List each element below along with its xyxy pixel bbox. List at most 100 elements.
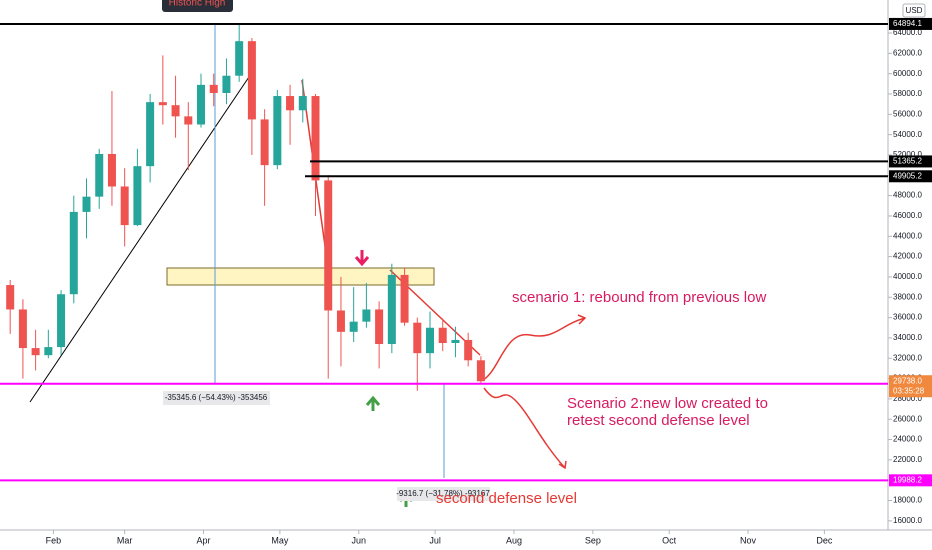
level-label: 19988.2 [893, 475, 922, 484]
annotation: Scenario 2:new low created to [567, 395, 768, 412]
y-tick-label: 58000.0 [893, 89, 922, 98]
y-tick-label: 38000.0 [893, 292, 922, 301]
x-tick-label: Oct [662, 535, 677, 545]
callout-box [162, 0, 233, 12]
level-label-box [889, 474, 932, 487]
candle-body [273, 96, 282, 166]
y-tick-label: 18000.0 [893, 496, 922, 505]
candle-body [95, 153, 104, 197]
candle-body [298, 96, 307, 111]
y-tick-label: 28000.0 [893, 394, 922, 403]
y-tick-label: 26000.0 [893, 414, 922, 423]
y-tick-label: 16000.0 [893, 516, 922, 525]
countdown: 03:35:28 [893, 386, 925, 395]
level-label: 49905.2 [893, 171, 922, 180]
y-tick-label: 34000.0 [893, 333, 922, 342]
candle-body [209, 84, 218, 93]
x-tick-label: May [271, 535, 289, 545]
y-tick-label: 64000.0 [893, 28, 922, 37]
y-tick-label: 24000.0 [893, 435, 922, 444]
down-arrow-icon [354, 250, 370, 267]
level-label: 64894.1 [893, 19, 922, 28]
candle-body [6, 285, 15, 310]
candle-body [235, 41, 244, 76]
candle-body [311, 96, 320, 181]
candle-body [464, 339, 473, 361]
candle-body [413, 322, 422, 354]
x-tick-label: Feb [46, 535, 62, 545]
last-price-box [889, 375, 932, 398]
annotation: retest second defense level [567, 412, 750, 429]
arrow-head [558, 460, 567, 470]
currency: USD [906, 6, 923, 15]
up-arrow-icon [365, 395, 381, 411]
candle-body [260, 119, 269, 166]
candle-body [82, 196, 91, 212]
y-tick-label: 32000.0 [893, 353, 922, 362]
candle-body [171, 105, 180, 117]
candle-body [336, 310, 345, 332]
candle-body [324, 180, 333, 311]
candle-body [197, 84, 206, 125]
candle-body [247, 41, 256, 120]
annotation: scenario 1: rebound from previous low [512, 289, 766, 306]
candle-body [476, 360, 485, 382]
y-tick-label: 46000.0 [893, 211, 922, 220]
level-label-box [889, 17, 932, 30]
candle-body [69, 211, 78, 295]
candle-body [387, 274, 396, 345]
level-label: 51365.2 [893, 157, 922, 166]
x-tick-label: Aug [506, 535, 522, 545]
x-tick-label: Apr [197, 535, 211, 545]
candle-body [222, 75, 231, 93]
candle-body [184, 116, 193, 125]
level-label-box [889, 170, 932, 183]
y-tick-label: 60000.0 [893, 69, 922, 78]
y-tick-label: 22000.0 [893, 455, 922, 464]
candle-body [146, 102, 155, 167]
measure-box [163, 391, 270, 405]
candle-body [107, 153, 116, 187]
callout: Historic High [169, 0, 226, 9]
candle-body [349, 321, 358, 332]
support-zone [166, 267, 435, 286]
x-tick-label: Sep [585, 535, 601, 545]
y-tick-label: 54000.0 [893, 130, 922, 139]
scenario-1-arrow [482, 317, 586, 381]
measure-label: -35345.6 (−54.43%) -353456 [165, 393, 268, 402]
level-label-box [889, 155, 932, 168]
scenario-2-arrow [483, 387, 566, 469]
y-tick-label: 48000.0 [893, 191, 922, 200]
candle-body [362, 309, 371, 322]
x-tick-label: Dec [816, 535, 833, 545]
candle-body [451, 339, 460, 344]
y-tick-label: 40000.0 [893, 272, 922, 281]
y-tick-label: 44000.0 [893, 231, 922, 240]
measure-label: -9316.7 (−31.78%) -93167 [396, 489, 490, 498]
y-tick-label: 56000.0 [893, 109, 922, 118]
last-price-label: 29738.0 [893, 376, 922, 385]
uptrend-line [29, 67, 256, 403]
currency-box [902, 3, 926, 18]
candle-body [44, 347, 53, 356]
candle-body [286, 96, 295, 111]
candle-body [438, 327, 447, 344]
candle-body [57, 294, 66, 348]
y-tick-label: 36000.0 [893, 313, 922, 322]
y-tick-label: 42000.0 [893, 252, 922, 261]
measure-box [397, 487, 490, 501]
x-tick-label: Jul [429, 535, 441, 545]
candle-body [158, 102, 167, 106]
y-tick-label: 52000.0 [893, 150, 922, 159]
candle-body [375, 309, 384, 345]
candle-body [31, 348, 40, 356]
x-tick-label: Mar [117, 535, 133, 545]
annotation: second defense level [436, 490, 577, 507]
arrow-head [577, 314, 587, 325]
x-tick-label: Nov [740, 535, 757, 545]
candle-body [120, 186, 129, 226]
candle-body [426, 327, 435, 354]
candle-body [400, 274, 409, 323]
